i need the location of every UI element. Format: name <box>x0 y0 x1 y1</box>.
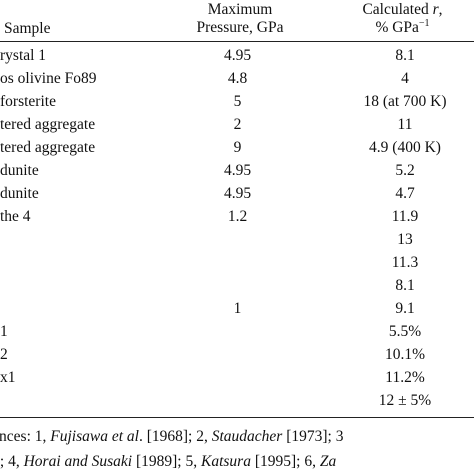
cell-pressure: 1 <box>233 300 242 317</box>
cell-calc: 11.9 <box>391 208 419 225</box>
reference-segment: 8]; 4, <box>0 453 20 470</box>
reference-segment: Horai and Susaki <box>23 453 133 470</box>
header-calc-variable: r <box>432 1 439 18</box>
cell-calc: 12 ± 5% <box>378 392 432 409</box>
cell-calc: 11.2% <box>385 369 425 386</box>
header-calc-line1: Calculated r, <box>362 1 443 18</box>
cell-sample: 2 <box>0 346 8 363</box>
cell-calc: 9.1 <box>395 300 415 317</box>
cell-calc: 18 (at 700 K) <box>363 93 447 110</box>
cell-sample: forsterite <box>0 93 56 110</box>
cell-calc: 8.1 <box>395 277 415 294</box>
cell-sample: os olivine Fo89 <box>0 70 97 87</box>
cell-pressure: 4.95 <box>223 185 252 202</box>
header-rule <box>0 41 474 42</box>
reference-segment: Za <box>319 453 337 470</box>
header-pressure-line1: Maximum <box>207 1 273 18</box>
cell-calc: 13 <box>397 231 413 248</box>
cell-calc: 4.9 (400 K) <box>369 139 441 156</box>
cell-sample: tered aggregate <box>0 139 96 156</box>
reference-segment: . [1968]; 2, <box>138 428 212 445</box>
header-calc-line2: % GPa−1 <box>335 17 470 37</box>
header-calc-label: Calculated <box>362 1 429 18</box>
cell-calc: 8.1 <box>395 47 415 64</box>
cell-sample: rystal 1 <box>0 47 47 64</box>
reference-segment: Katsura <box>200 453 251 470</box>
header-pressure-line2: Pressure, GPa <box>196 19 284 36</box>
cell-calc: 5.5% <box>388 323 422 340</box>
cell-pressure: 4.8 <box>227 70 248 87</box>
reference-segment: rences: 1, <box>0 428 47 445</box>
cell-sample: dunite <box>0 185 39 202</box>
cell-sample: x1 <box>0 369 16 386</box>
cell-sample: the 4 <box>0 208 31 225</box>
cell-calc: 4.7 <box>395 185 415 202</box>
reference-segment: Staudacher <box>211 428 283 445</box>
cell-pressure: 9 <box>233 139 242 156</box>
cell-sample: tered aggregate <box>0 116 96 133</box>
reference-segment: [1995]; 6, <box>250 453 320 470</box>
header-sample: Sample <box>4 20 51 37</box>
header-maximum-pressure: Maximum Pressure, GPa <box>165 1 315 37</box>
cell-calc: 11.3 <box>391 254 419 271</box>
reference-segment: [1973]; 3 <box>282 428 344 445</box>
reference-segment: Fujisawa et al <box>50 428 139 445</box>
cell-sample: dunite <box>0 162 39 179</box>
reference-segment: [1989]; 5, <box>132 453 201 470</box>
cell-pressure: 4.95 <box>223 162 252 179</box>
references-line-1: rences: 1, Fujisawa et al. [1968]; 2, St… <box>0 428 343 446</box>
header-calc-unit: % GPa <box>375 19 419 36</box>
cell-pressure: 2 <box>233 116 242 133</box>
cell-calc: 11 <box>397 116 413 133</box>
cell-calc: 5.2 <box>395 162 415 179</box>
cell-pressure: 1.2 <box>227 208 248 225</box>
cell-pressure: 5 <box>233 93 242 110</box>
table-bottom-rule <box>0 417 474 418</box>
header-calculated-r: Calculated r, % GPa−1 <box>335 1 470 37</box>
cell-calc: 4 <box>401 70 409 87</box>
cell-pressure: 4.95 <box>223 47 252 64</box>
header-calc-exponent: −1 <box>418 17 430 29</box>
references-line-2: 8]; 4, Horai and Susaki [1989]; 5, Katsu… <box>0 453 336 471</box>
cell-calc: 10.1% <box>384 346 426 363</box>
cell-sample: 1 <box>0 323 8 340</box>
